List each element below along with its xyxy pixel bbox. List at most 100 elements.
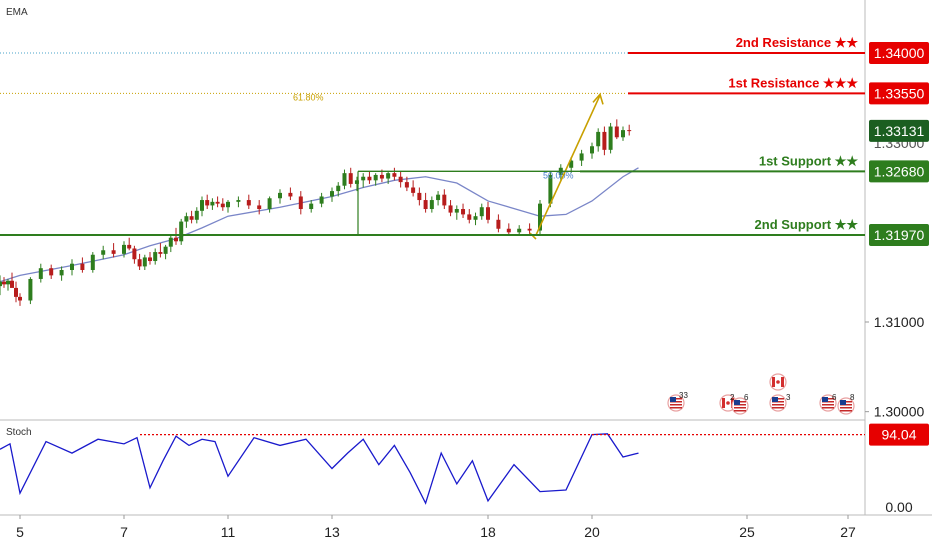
candle-body (210, 201, 215, 206)
event-count-label: 6 (832, 393, 837, 402)
time-axis-tick-label: 11 (221, 524, 236, 540)
candle-body (319, 196, 324, 204)
candle-body (142, 257, 147, 267)
candle-body (80, 263, 85, 270)
candle-body (461, 209, 466, 215)
event-ca-flag-icon-band-l (772, 377, 775, 387)
candle-body (18, 296, 22, 301)
event-ca-flag-icon-leaf (726, 401, 730, 405)
candle-body (473, 216, 478, 220)
candle-body (127, 244, 132, 249)
candle-body (602, 131, 607, 150)
event-us-flag-icon-stripe (840, 407, 852, 409)
level-label-s2: 2nd Support ★★ (755, 217, 859, 232)
candle-body (298, 196, 303, 210)
candle-body (442, 194, 447, 206)
candle-body (486, 207, 490, 220)
candle-body (278, 192, 282, 199)
event-us-flag-icon-canton (840, 400, 846, 405)
time-axis-tick-label: 25 (739, 524, 755, 540)
price-tag-bg-r1 (869, 82, 929, 105)
ema-indicator-label: EMA (6, 7, 28, 18)
candle-body (59, 269, 64, 276)
candle-body (579, 153, 584, 161)
candle-body (226, 201, 230, 208)
candle-body (14, 287, 18, 297)
stoch-value-tag-bg (869, 423, 929, 446)
fib-618-label: 61.80% (293, 92, 324, 102)
time-axis-tick-label: 7 (120, 524, 128, 540)
candle-body (379, 174, 384, 179)
candle-body (267, 198, 272, 210)
candle-body (411, 187, 416, 193)
price-tag-bg-s2 (869, 224, 929, 247)
price-tag-bg-s1 (869, 160, 929, 183)
candle-body (49, 268, 54, 276)
candle-body (257, 205, 262, 210)
ema-line-layer (0, 167, 639, 283)
candle-body (163, 246, 168, 254)
event-us-flag-icon-stripe (734, 410, 746, 412)
candle-body (548, 174, 553, 204)
candle-body (596, 131, 601, 147)
price-tag-s2: 1.31970 (874, 227, 925, 243)
candle-body (132, 248, 137, 260)
price-tag-bg-r2 (869, 42, 929, 64)
current-price-tag-bg (869, 119, 929, 142)
event-layer: 33 2 6 3 6 8 (667, 373, 855, 415)
reference-lines: EMA Stoch (0, 0, 932, 516)
candle-body (90, 254, 95, 270)
event-ca-flag-icon-leaf (776, 380, 780, 384)
level-label-s1: 1st Support ★★ (759, 153, 858, 168)
stoch-layer: 94.04 0.00 (0, 423, 929, 515)
event-count-label: 6 (744, 393, 749, 402)
ema-series-line (0, 167, 639, 283)
candle-body (590, 146, 594, 154)
event-us-flag-icon-stripe (822, 407, 834, 409)
candle-body (179, 221, 184, 242)
candle-body (70, 263, 74, 270)
candle-body (627, 130, 632, 132)
event-count-label: 2 (730, 393, 735, 402)
event-us-flag-icon-stripe (734, 407, 746, 409)
candle-body (423, 200, 428, 210)
candle-body (367, 176, 372, 181)
candle-body (621, 130, 625, 138)
candle-body (200, 200, 204, 211)
candle-body (189, 216, 194, 220)
candle-body (122, 244, 126, 254)
event-ca-flag-icon-band-l (722, 398, 725, 408)
axis-layer: 1.31000 1.30000 5 7 11 13 18 20 25 27 (16, 314, 924, 540)
event-us-flag-icon-canton (822, 397, 828, 402)
stoch-value-tag: 94.04 (881, 427, 916, 443)
projection-arrow (535, 95, 601, 236)
event-us-flag-icon-canton (734, 400, 740, 405)
candle-body (361, 176, 366, 181)
candle-body (373, 174, 378, 181)
stoch-series-line (0, 433, 639, 505)
time-axis-tick-label: 5 (16, 524, 24, 540)
candle-body (137, 259, 142, 267)
candle-body (111, 250, 116, 254)
event-us-flag-icon-stripe (772, 404, 784, 406)
candle-body (2, 281, 6, 285)
level-layer: 2nd Resistance ★★ 1.34000 1st Resistance ★… (0, 35, 929, 247)
event-us-flag-icon-stripe (822, 404, 834, 406)
candle-body (608, 126, 613, 150)
event-us-flag-icon-stripe (840, 410, 852, 412)
level-label-r2: 2nd Resistance ★★ (736, 35, 859, 50)
level-label-r1: 1st Resistance ★★★ (728, 75, 858, 90)
candle-body (506, 228, 511, 233)
candle-body (348, 173, 353, 184)
candle-body (236, 200, 241, 202)
candle-body (342, 173, 347, 186)
price-axis-tick-label: 1.31000 (874, 314, 925, 330)
event-us-flag-icon-stripe (772, 407, 784, 409)
candle-body (436, 194, 441, 201)
candle-body (429, 200, 434, 210)
candle-body (101, 250, 106, 255)
fib-50-label: 50.00% (543, 170, 574, 180)
candle-body (28, 278, 33, 301)
candle-body (354, 180, 359, 184)
